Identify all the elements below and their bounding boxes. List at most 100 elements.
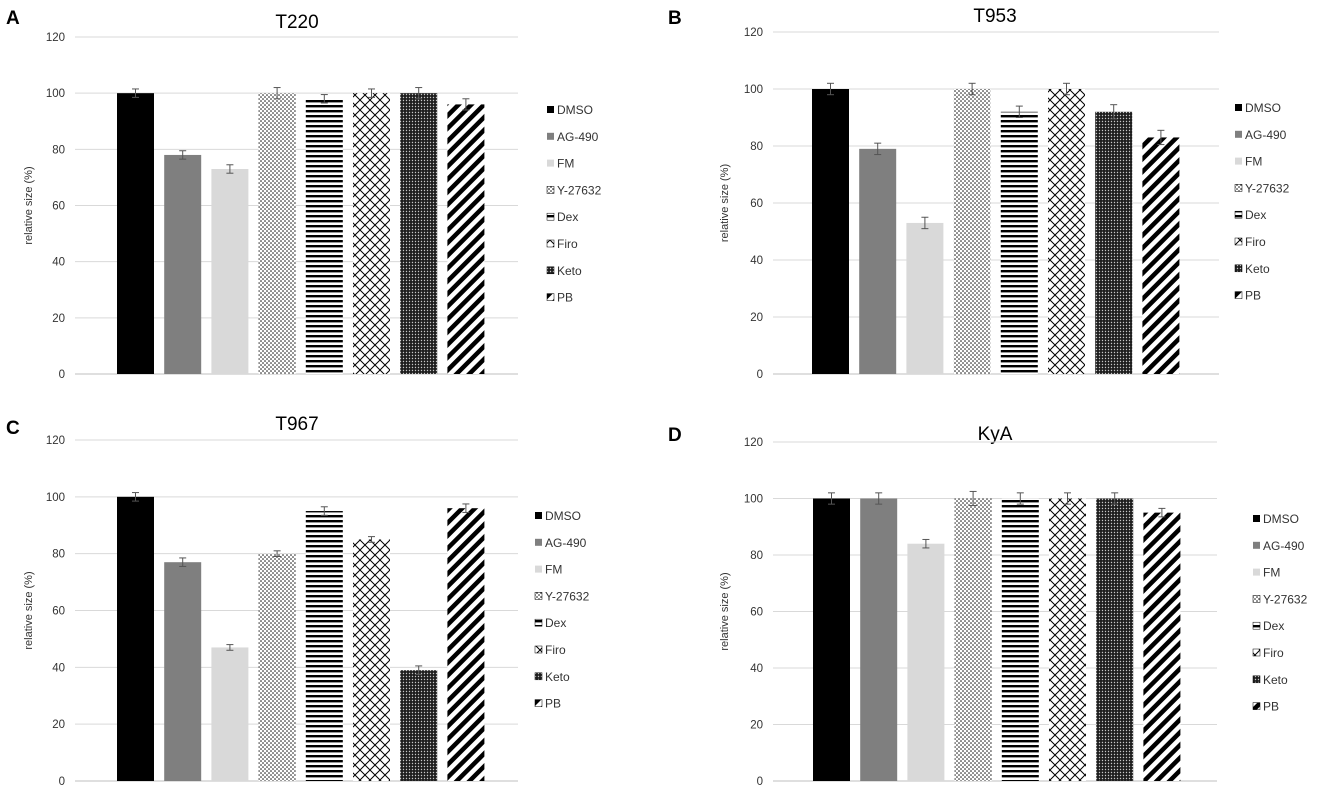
legend-swatch-firo (535, 646, 542, 653)
bar-dmso (812, 89, 849, 374)
legend-label: Firo (557, 237, 578, 251)
legend-label: Dex (1263, 619, 1284, 633)
y-tick-label: 0 (59, 776, 65, 788)
y-tick-label: 100 (744, 494, 763, 506)
legend-label: PB (557, 291, 573, 305)
legend-label: Keto (1245, 262, 1270, 276)
legend-label: Firo (545, 643, 566, 657)
legend-swatch-y-27632 (1253, 595, 1260, 602)
y-axis-label: relative size (%) (23, 571, 35, 649)
legend-swatch-ag-490 (535, 539, 542, 546)
bar-fm (907, 544, 944, 781)
legend-swatch-pb (535, 700, 542, 707)
legend: DMSO AG-490 FM Y-27632 Dex Firo Keto PB (1253, 512, 1308, 714)
bar-ag-490 (859, 149, 896, 374)
y-tick-label: 20 (52, 313, 65, 325)
bar-dex (1002, 499, 1039, 782)
y-tick-label: 0 (59, 369, 65, 381)
bar-fm (211, 169, 248, 374)
chart-title: T967 (275, 414, 318, 435)
y-tick-label: 0 (757, 776, 763, 788)
y-tick-label: 100 (46, 492, 65, 504)
legend-swatch-y-27632 (535, 592, 542, 599)
panel-label: B (668, 8, 682, 29)
legend-swatch-pb (547, 294, 554, 301)
y-tick-label: 20 (750, 720, 763, 732)
legend-label: Y-27632 (1245, 181, 1290, 195)
bar-pb (447, 104, 484, 374)
y-axis-label: relative size (%) (23, 166, 35, 244)
legend-swatch-dex (547, 213, 554, 220)
y-tick-label: 120 (46, 435, 65, 447)
bar-fm (211, 647, 248, 781)
bar-dmso (117, 497, 154, 781)
y-tick-label: 60 (750, 607, 763, 619)
bar-y-27632 (259, 93, 296, 374)
legend-swatch-y-27632 (1235, 184, 1242, 191)
legend-label: FM (1245, 155, 1262, 169)
legend-label: DMSO (545, 509, 581, 523)
legend-swatch-y-27632 (547, 186, 554, 193)
legend-swatch-dmso (1253, 515, 1260, 522)
legend-label: PB (545, 697, 561, 711)
bar-ag-490 (164, 562, 201, 781)
panel-label: D (668, 425, 682, 446)
y-tick-label: 120 (46, 32, 65, 44)
bar-pb (447, 508, 484, 781)
legend-label: AG-490 (557, 130, 599, 144)
legend-swatch-keto (1253, 676, 1260, 683)
legend-swatch-keto (547, 267, 554, 274)
legend-label: AG-490 (1263, 539, 1305, 553)
legend-swatch-firo (547, 240, 554, 247)
bar-y-27632 (259, 554, 296, 781)
y-axis-label: relative size (%) (719, 164, 731, 242)
legend-label: Dex (545, 616, 566, 630)
legend-swatch-fm (1253, 569, 1260, 576)
y-tick-label: 80 (750, 141, 763, 153)
legend-swatch-fm (535, 566, 542, 573)
y-tick-label: 120 (744, 437, 763, 449)
panel-label: C (6, 418, 20, 439)
legend-label: Firo (1263, 646, 1284, 660)
bar-keto (400, 670, 437, 781)
y-axis-label: relative size (%) (719, 572, 731, 650)
legend-swatch-fm (1235, 158, 1242, 165)
y-tick-label: 120 (744, 27, 763, 39)
y-tick-label: 40 (52, 662, 65, 674)
legend-swatch-dmso (1235, 104, 1242, 111)
legend-swatch-fm (547, 160, 554, 167)
legend-swatch-ag-490 (547, 133, 554, 140)
bar-dmso (813, 499, 850, 782)
y-tick-label: 20 (750, 312, 763, 324)
chart-title: T953 (973, 6, 1016, 27)
legend-swatch-dex (535, 619, 542, 626)
y-tick-label: 40 (750, 255, 763, 267)
bar-keto (1095, 112, 1132, 374)
legend-label: Y-27632 (545, 589, 590, 603)
legend-label: PB (1245, 289, 1261, 303)
chart-panel-a: A T220020406080100120relative size (%)DMS… (6, 8, 602, 381)
legend-label: Dex (557, 210, 578, 224)
y-tick-label: 60 (52, 606, 65, 618)
bar-firo (1048, 89, 1085, 374)
legend-label: Keto (1263, 673, 1288, 687)
chart-figure: A T220020406080100120relative size (%)DMS… (0, 0, 1325, 792)
legend-swatch-keto (535, 673, 542, 680)
y-tick-label: 80 (52, 144, 65, 156)
legend-label: AG-490 (545, 536, 587, 550)
figure: A T220 0 20 40 60 80 100 120 relative size (%) DMS… (0, 0, 1325, 792)
chart-title: T220 (275, 12, 318, 33)
bar-pb (1142, 137, 1179, 374)
legend-swatch-dex (1235, 211, 1242, 218)
y-tick-label: 0 (757, 369, 763, 381)
legend-swatch-pb (1235, 292, 1242, 299)
legend-swatch-ag-490 (1235, 131, 1242, 138)
legend-label: DMSO (557, 103, 593, 117)
bar-ag-490 (860, 499, 897, 782)
legend-label: Y-27632 (1263, 592, 1308, 606)
legend-label: AG-490 (1245, 128, 1287, 142)
legend-swatch-firo (1235, 238, 1242, 245)
bar-keto (1096, 499, 1133, 782)
chart-panel-b: B T953020406080100120relative size (%)DMS… (668, 6, 1290, 381)
legend-swatch-dmso (535, 512, 542, 519)
